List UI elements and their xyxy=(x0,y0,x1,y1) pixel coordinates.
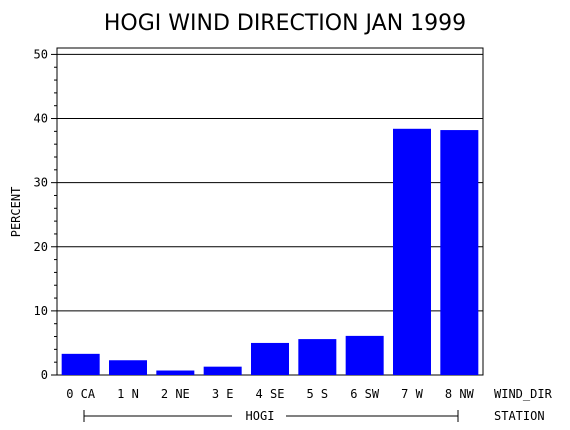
bar xyxy=(393,128,431,375)
bars xyxy=(61,128,479,375)
x-tick-label: 2 NE xyxy=(161,387,190,401)
bar xyxy=(109,360,147,375)
y-tick-label: 30 xyxy=(34,176,48,190)
x-tick-label: 6 SW xyxy=(350,387,380,401)
y-axis: 0 10 20 30 40 50 xyxy=(34,47,57,382)
x-axis-label: WIND_DIR xyxy=(494,387,553,401)
group-label: HOGI xyxy=(246,409,275,423)
bar xyxy=(156,370,195,375)
y-tick-label: 50 xyxy=(34,47,48,61)
y-tick-label: 10 xyxy=(34,304,48,318)
x-tick-label: 3 E xyxy=(212,387,234,401)
x-tick-label: 8 NW xyxy=(445,387,475,401)
group-bracket xyxy=(83,410,459,422)
x-tick-label: 4 SE xyxy=(256,387,285,401)
y-axis-label: PERCENT xyxy=(9,187,23,238)
bar xyxy=(440,130,479,375)
bar xyxy=(61,353,100,375)
y-tick-label: 20 xyxy=(34,240,48,254)
x-tick-label: 1 N xyxy=(117,387,139,401)
y-tick-label: 40 xyxy=(34,112,48,126)
bar xyxy=(298,339,337,375)
bar xyxy=(251,342,289,375)
x-tick-label: 7 W xyxy=(401,387,423,401)
x-tick-label: 0 CA xyxy=(66,387,96,401)
chart-title: HOGI WIND DIRECTION JAN 1999 xyxy=(104,11,466,36)
x-tick-labels: 0 CA 1 N 2 NE 3 E 4 SE 5 S 6 SW 7 W 8 NW xyxy=(66,387,474,401)
bar xyxy=(203,366,242,375)
group-axis-label: STATION xyxy=(494,409,545,423)
y-tick-label: 0 xyxy=(41,368,48,382)
x-tick-label: 5 S xyxy=(306,387,328,401)
bar xyxy=(345,335,384,375)
